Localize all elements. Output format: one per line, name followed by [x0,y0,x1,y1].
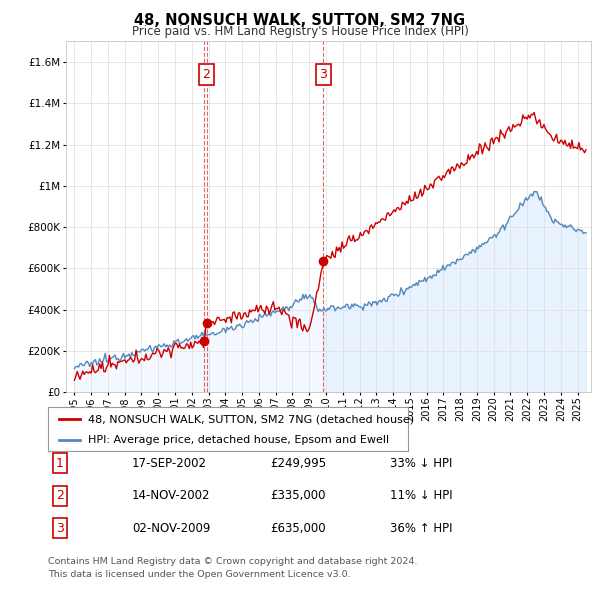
Text: £335,000: £335,000 [270,489,325,502]
Text: 36% ↑ HPI: 36% ↑ HPI [390,522,452,535]
Text: 2: 2 [203,68,211,81]
Text: £249,995: £249,995 [270,457,326,470]
Text: 1: 1 [56,457,64,470]
Text: HPI: Average price, detached house, Epsom and Ewell: HPI: Average price, detached house, Epso… [88,435,389,445]
Text: Contains HM Land Registry data © Crown copyright and database right 2024.: Contains HM Land Registry data © Crown c… [48,558,418,566]
Text: 33% ↓ HPI: 33% ↓ HPI [390,457,452,470]
Text: 11% ↓ HPI: 11% ↓ HPI [390,489,452,502]
Text: 2: 2 [56,489,64,502]
Text: £635,000: £635,000 [270,522,326,535]
Text: Price paid vs. HM Land Registry's House Price Index (HPI): Price paid vs. HM Land Registry's House … [131,25,469,38]
Text: 3: 3 [56,522,64,535]
Text: 17-SEP-2002: 17-SEP-2002 [132,457,207,470]
Text: 3: 3 [319,68,327,81]
Text: This data is licensed under the Open Government Licence v3.0.: This data is licensed under the Open Gov… [48,571,350,579]
Text: 48, NONSUCH WALK, SUTTON, SM2 7NG: 48, NONSUCH WALK, SUTTON, SM2 7NG [134,13,466,28]
Text: 02-NOV-2009: 02-NOV-2009 [132,522,211,535]
Text: 14-NOV-2002: 14-NOV-2002 [132,489,211,502]
Text: 48, NONSUCH WALK, SUTTON, SM2 7NG (detached house): 48, NONSUCH WALK, SUTTON, SM2 7NG (detac… [88,415,414,424]
